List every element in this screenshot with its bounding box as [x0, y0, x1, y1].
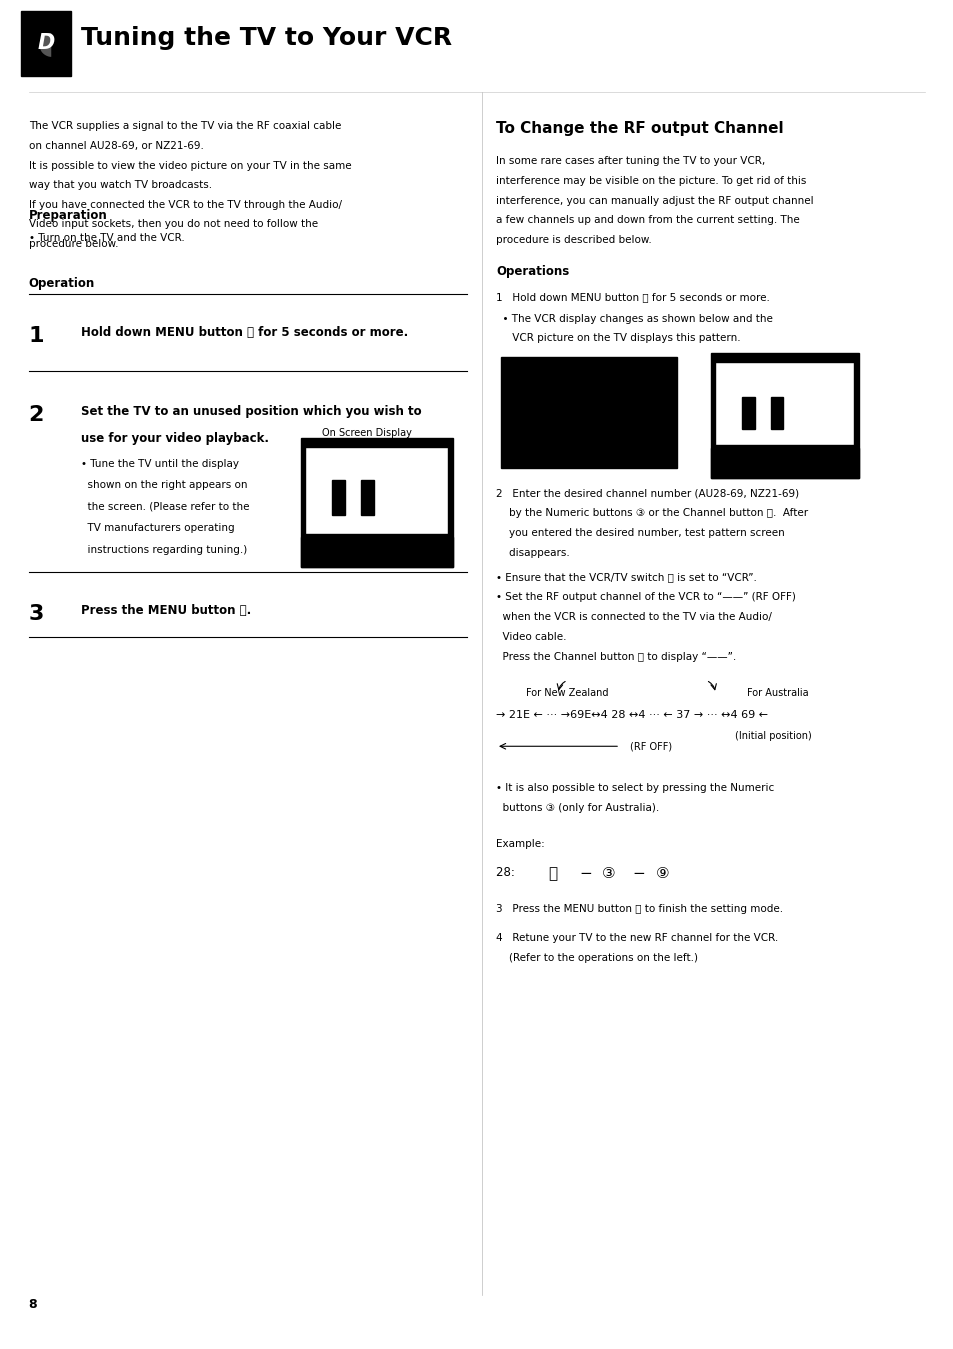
Bar: [770, 397, 782, 429]
Text: If you have connected the VCR to the TV through the Audio/: If you have connected the VCR to the TV …: [29, 200, 341, 209]
Text: −: −: [632, 866, 644, 881]
Text: • Tune the TV until the display: • Tune the TV until the display: [81, 459, 239, 468]
Text: Preparation: Preparation: [29, 209, 108, 223]
Text: instructions regarding tuning.): instructions regarding tuning.): [81, 545, 247, 554]
Text: TV manufacturers operating: TV manufacturers operating: [81, 523, 234, 533]
Text: Example:: Example:: [496, 839, 544, 849]
Text: (RF OFF): (RF OFF): [629, 741, 671, 751]
Text: shown on the right appears on: shown on the right appears on: [81, 480, 248, 490]
Text: 3: 3: [29, 604, 44, 625]
Text: Operations: Operations: [496, 264, 569, 278]
Text: It is possible to view the video picture on your TV in the same: It is possible to view the video picture…: [29, 161, 351, 170]
Text: procedure is described below.: procedure is described below.: [496, 235, 651, 244]
Text: For Australia: For Australia: [746, 688, 807, 699]
Bar: [332, 480, 345, 515]
Text: interference may be visible on the picture. To get rid of this: interference may be visible on the pictu…: [496, 177, 805, 186]
FancyBboxPatch shape: [710, 353, 858, 478]
Text: • The VCR display changes as shown below and the: • The VCR display changes as shown below…: [496, 313, 772, 324]
Text: To Change the RF output Channel: To Change the RF output Channel: [496, 121, 782, 136]
Text: Hold down MENU button Ⓓ for 5 seconds or more.: Hold down MENU button Ⓓ for 5 seconds or…: [81, 326, 408, 340]
Text: END MENU: END MENU: [763, 459, 804, 467]
Text: 28:: 28:: [496, 866, 518, 878]
Text: Press the MENU button Ⓓ.: Press the MENU button Ⓓ.: [81, 604, 251, 618]
Text: ③: ③: [601, 866, 615, 881]
Text: Video cable.: Video cable.: [496, 633, 566, 642]
FancyBboxPatch shape: [305, 447, 448, 534]
FancyBboxPatch shape: [710, 448, 858, 478]
Text: ⑨: ⑨: [655, 866, 668, 881]
Text: For New Zealand: For New Zealand: [526, 688, 608, 699]
Text: VCR display: VCR display: [559, 357, 618, 367]
FancyBboxPatch shape: [21, 11, 71, 76]
Text: 3   Press the MENU button Ⓓ to finish the setting mode.: 3 Press the MENU button Ⓓ to finish the …: [496, 904, 782, 913]
Text: Press the Channel button Ⓔ to display “——”.: Press the Channel button Ⓔ to display “—…: [496, 652, 736, 662]
FancyBboxPatch shape: [500, 357, 677, 468]
FancyBboxPatch shape: [715, 362, 853, 445]
Text: the screen. (Please refer to the: the screen. (Please refer to the: [81, 502, 250, 511]
Text: 1   Hold down MENU button Ⓓ for 5 seconds or more.: 1 Hold down MENU button Ⓓ for 5 seconds …: [496, 291, 769, 302]
Text: use for your video playback.: use for your video playback.: [81, 432, 269, 445]
FancyBboxPatch shape: [300, 438, 453, 567]
Text: a few channels up and down from the current setting. The: a few channels up and down from the curr…: [496, 214, 799, 225]
Text: disappears.: disappears.: [496, 548, 569, 558]
Bar: [360, 480, 374, 515]
Text: • It is also possible to select by pressing the Numeric: • It is also possible to select by press…: [496, 782, 774, 793]
Text: 4   Retune your TV to the new RF channel for the VCR.: 4 Retune your TV to the new RF channel f…: [496, 934, 778, 943]
Text: (Initial position): (Initial position): [734, 731, 810, 742]
Text: Tuning the TV to Your VCR: Tuning the TV to Your VCR: [81, 26, 452, 50]
Text: interference, you can manually adjust the RF output channel: interference, you can manually adjust th…: [496, 196, 813, 205]
Text: when the VCR is connected to the TV via the Audio/: when the VCR is connected to the TV via …: [496, 612, 771, 622]
Text: 2   Enter the desired channel number (AU28-69, NZ21-69): 2 Enter the desired channel number (AU28…: [496, 488, 799, 498]
Text: Video input sockets, then you do not need to follow the: Video input sockets, then you do not nee…: [29, 219, 317, 229]
Text: → 21E ← ··· →69E↔4 28 ↔4 ··· ← 37 → ··· ↔4 69 ←: → 21E ← ··· →69E↔4 28 ↔4 ··· ← 37 → ··· …: [496, 710, 767, 720]
Text: way that you watch TV broadcasts.: way that you watch TV broadcasts.: [29, 179, 212, 190]
Text: • Set the RF output channel of the VCR to “——” (RF OFF): • Set the RF output channel of the VCR t…: [496, 592, 795, 602]
Text: Panasonic  VCR: Panasonic VCR: [754, 360, 814, 366]
Text: ⓘ: ⓘ: [548, 866, 558, 881]
Text: buttons ③ (only for Australia).: buttons ③ (only for Australia).: [496, 803, 659, 812]
Text: you entered the desired number, test pattern screen: you entered the desired number, test pat…: [496, 529, 784, 538]
Text: 1: 1: [29, 326, 44, 347]
Text: by the Numeric buttons ③ or the Channel button Ⓔ.  After: by the Numeric buttons ③ or the Channel …: [496, 509, 807, 518]
Text: The VCR supplies a signal to the TV via the RF coaxial cable: The VCR supplies a signal to the TV via …: [29, 121, 340, 131]
Text: Set the TV to an unused position which you wish to: Set the TV to an unused position which y…: [81, 405, 421, 418]
Text: Panasonic  VCR: Panasonic VCR: [346, 445, 407, 451]
Text: • Ensure that the VCR/TV switch Ⓓ is set to “VCR”.: • Ensure that the VCR/TV switch Ⓓ is set…: [496, 572, 756, 583]
Text: −: −: [578, 866, 591, 881]
Text: 8: 8: [29, 1298, 37, 1311]
FancyBboxPatch shape: [300, 537, 453, 567]
Text: On Screen Display: On Screen Display: [322, 428, 412, 437]
Text: 2: 2: [29, 405, 44, 425]
Text: D: D: [37, 34, 54, 53]
Text: procedure below.: procedure below.: [29, 239, 118, 248]
Text: (Refer to the operations on the left.): (Refer to the operations on the left.): [496, 954, 698, 963]
Text: VCR picture on the TV displays this pattern.: VCR picture on the TV displays this patt…: [496, 333, 740, 343]
Text: ◖: ◖: [38, 28, 53, 58]
Text: [h 37: [h 37: [547, 399, 630, 426]
Text: Operation: Operation: [29, 277, 94, 290]
Text: on channel AU28-69, or NZ21-69.: on channel AU28-69, or NZ21-69.: [29, 140, 203, 151]
Text: • Turn on the TV and the VCR.: • Turn on the TV and the VCR.: [29, 233, 184, 243]
Text: END MENU: END MENU: [355, 548, 397, 556]
Bar: [741, 397, 754, 429]
Text: In some rare cases after tuning the TV to your VCR,: In some rare cases after tuning the TV t…: [496, 156, 764, 166]
